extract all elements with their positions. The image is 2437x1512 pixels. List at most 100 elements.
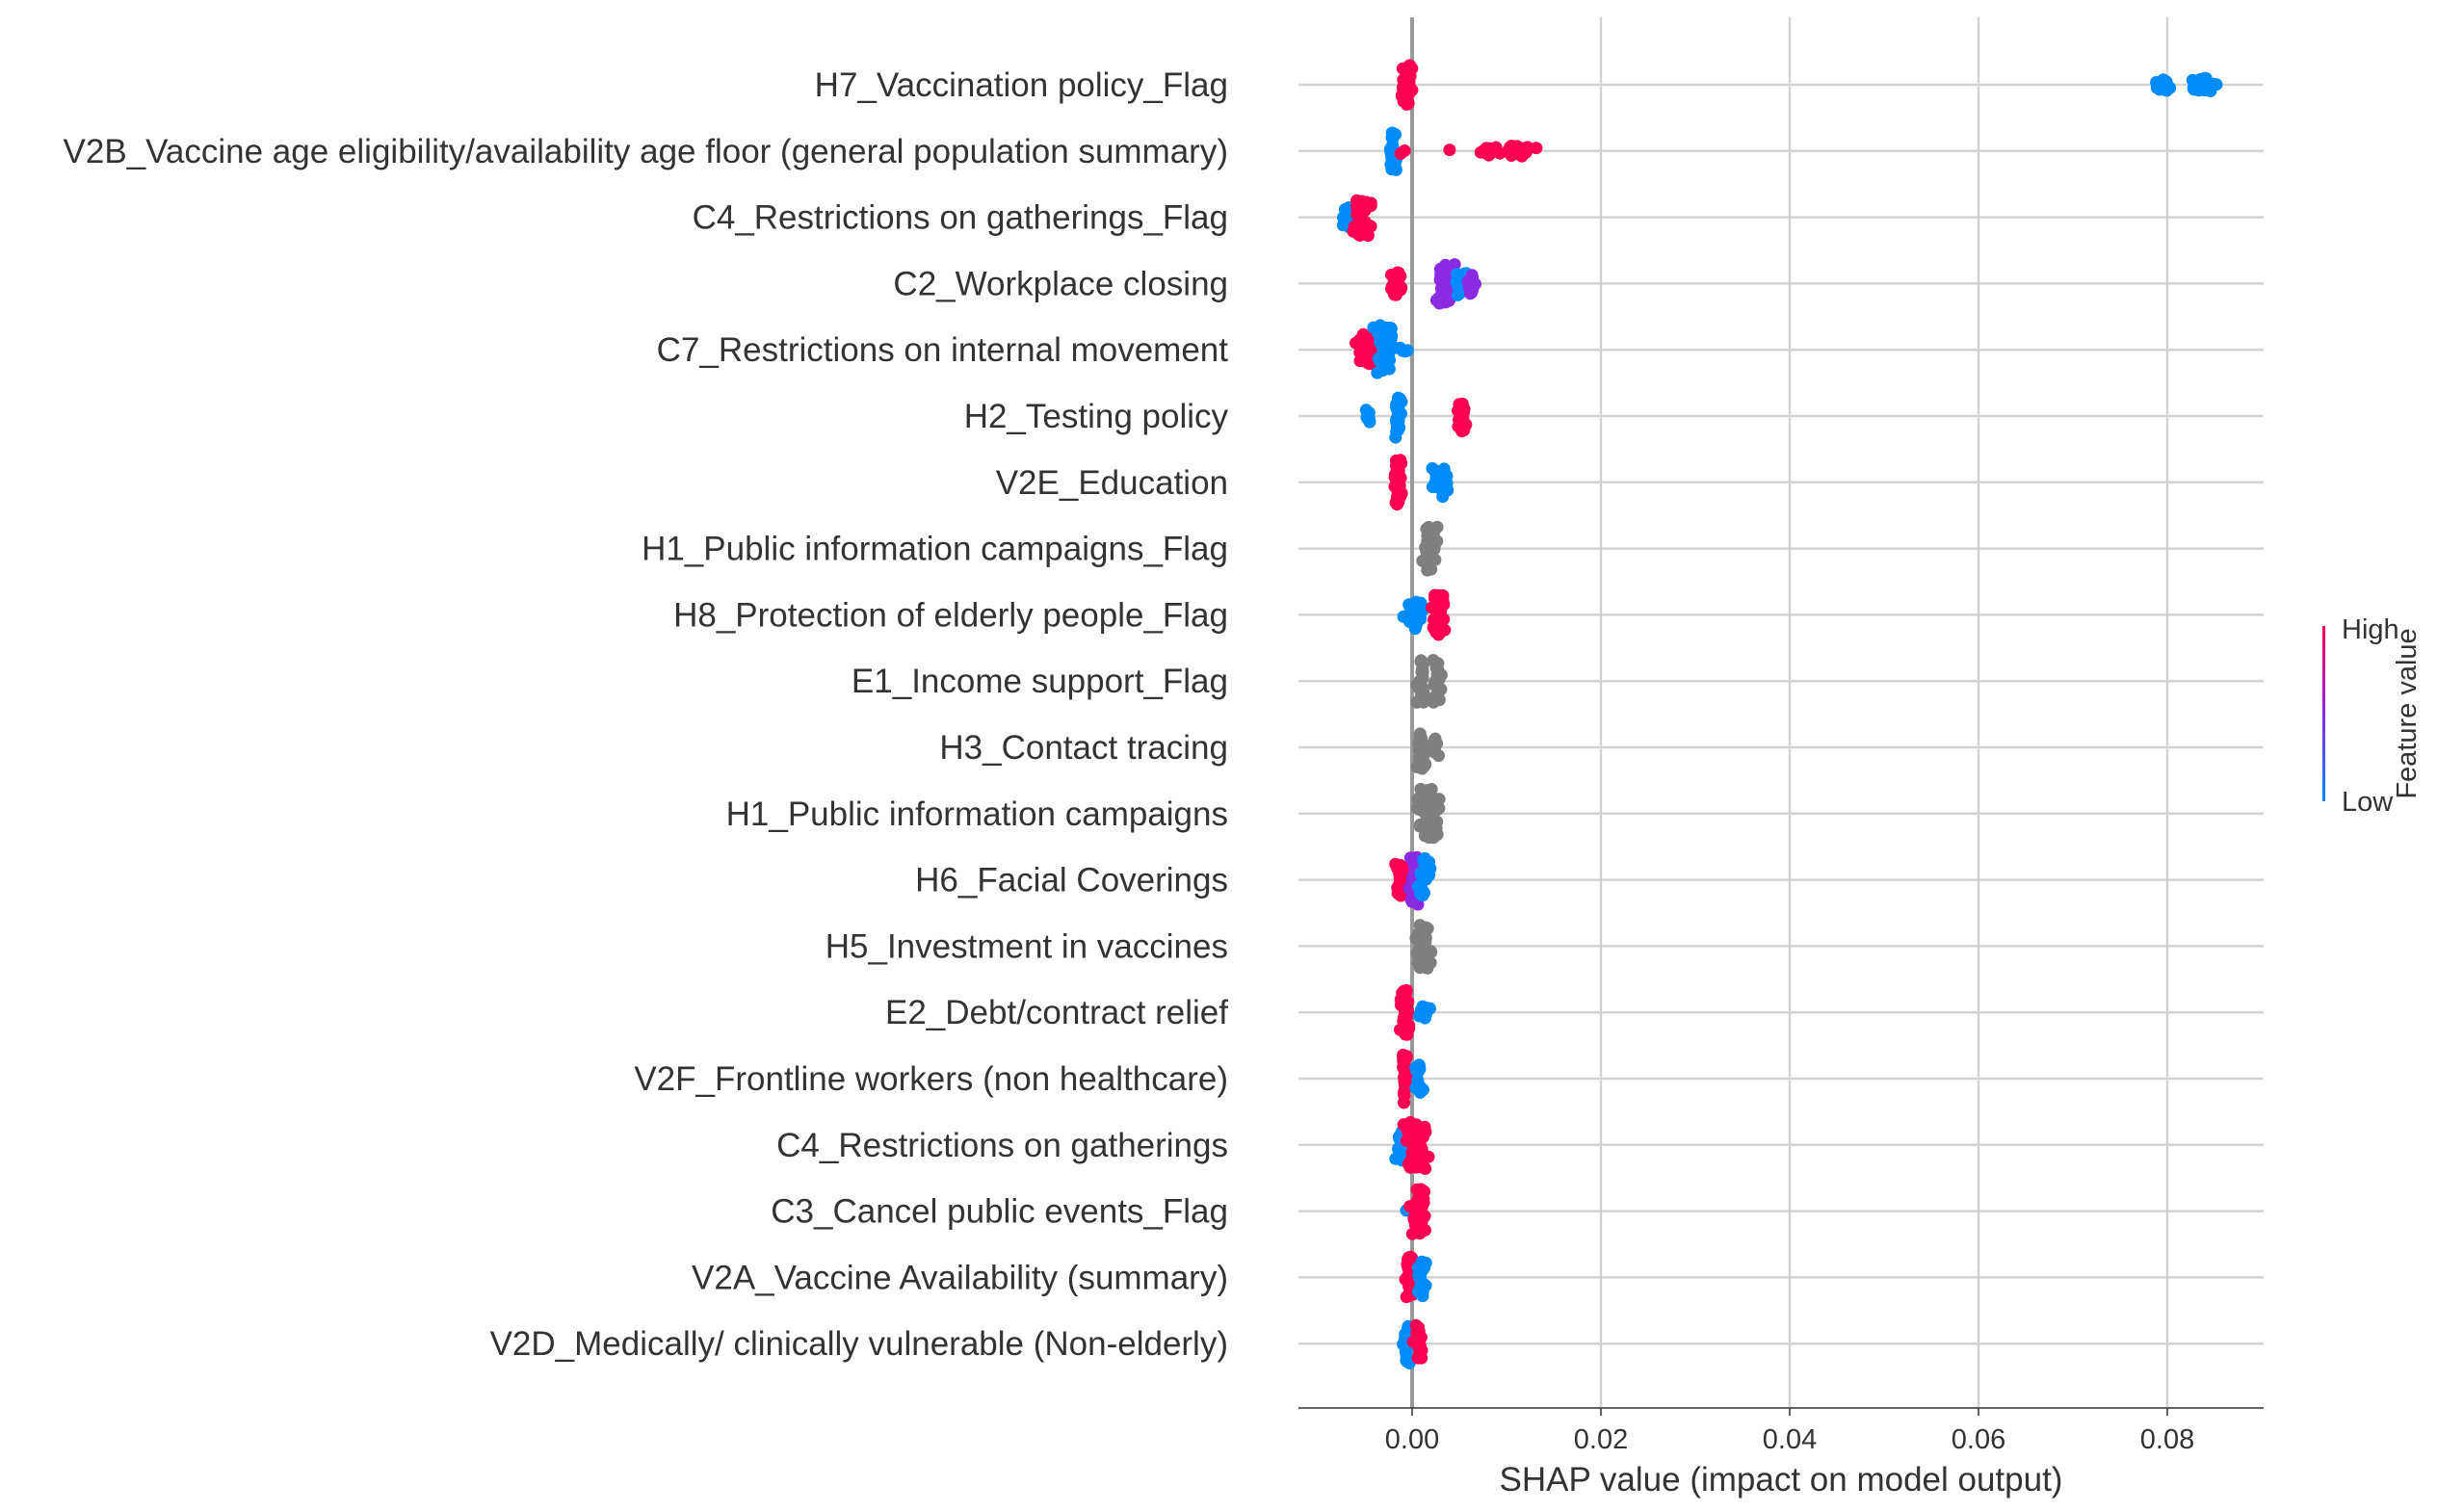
feature-label: H8_Protection of elderly people_Flag xyxy=(673,596,1228,634)
shap-point xyxy=(1421,823,1434,837)
shap-point xyxy=(1398,1096,1411,1109)
shap-point xyxy=(1383,353,1397,367)
shap-point xyxy=(2188,83,2201,96)
shap-point xyxy=(1410,695,1424,709)
x-tick-label: 0.04 xyxy=(1763,1424,1817,1455)
x-axis-title: SHAP value (impact on model output) xyxy=(1500,1461,2063,1499)
shap-point xyxy=(1461,274,1475,288)
feature-label: H7_Vaccination policy_Flag xyxy=(815,66,1228,104)
shap-point xyxy=(1530,142,1543,155)
shap-point xyxy=(1412,738,1426,751)
feature-label: V2E_Education xyxy=(996,464,1228,502)
shap-point xyxy=(1414,655,1428,668)
shap-point xyxy=(1417,1192,1430,1206)
shap-point xyxy=(1422,520,1435,534)
shap-point xyxy=(1394,489,1407,503)
feature-label: H6_Facial Coverings xyxy=(915,862,1228,899)
feature-label: C2_Workplace closing xyxy=(893,265,1228,302)
shap-point xyxy=(1414,596,1428,610)
shap-point xyxy=(1415,883,1428,897)
shap-point xyxy=(1393,872,1406,885)
shap-point xyxy=(1391,422,1404,435)
shap-point xyxy=(1399,88,1412,101)
shap-point xyxy=(1413,1349,1427,1363)
shap-point xyxy=(1416,1276,1429,1290)
colorbar-gradient xyxy=(2322,626,2325,801)
shap-point xyxy=(1443,143,1456,157)
shap-point xyxy=(1414,1288,1428,1301)
shap-point xyxy=(1398,1004,1411,1018)
shap-point xyxy=(1397,73,1410,87)
shap-point xyxy=(1400,1050,1413,1063)
feature-row-lines xyxy=(1298,83,2264,1345)
shap-point xyxy=(1395,456,1408,470)
shap-point xyxy=(1391,469,1404,482)
shap-point xyxy=(1390,401,1402,413)
feature-label: C3_Cancel public events_Flag xyxy=(771,1193,1228,1231)
shap-point xyxy=(1413,759,1427,772)
shap-point xyxy=(1412,1333,1426,1346)
feature-label: H3_Contact tracing xyxy=(939,729,1228,767)
shap-point xyxy=(1385,147,1398,161)
shap-point xyxy=(1416,1005,1429,1019)
feature-label: C4_Restrictions on gatherings_Flag xyxy=(693,199,1228,237)
shap-point xyxy=(1416,682,1429,695)
shap-point xyxy=(1419,954,1432,968)
feature-label: C4_Restrictions on gatherings xyxy=(776,1127,1228,1164)
shap-point xyxy=(1408,1138,1422,1152)
shap-point xyxy=(1415,665,1428,678)
x-tick-label: 0.02 xyxy=(1574,1424,1628,1455)
shap-point xyxy=(1372,352,1385,365)
colorbar-title: Feature value xyxy=(2392,628,2423,798)
shap-point xyxy=(1350,224,1364,238)
colorbar-low-label: Low xyxy=(2342,787,2394,818)
shap-point xyxy=(1419,786,1432,799)
shap-point xyxy=(1428,732,1442,745)
shap-point xyxy=(1482,148,1496,162)
shap-point xyxy=(1431,689,1445,701)
shap-point xyxy=(2210,78,2223,91)
feature-label: C7_Restrictions on internal movement xyxy=(657,331,1229,369)
shap-point xyxy=(1404,1250,1418,1264)
shap-point xyxy=(1416,1083,1429,1096)
x-tick-label: 0.06 xyxy=(1952,1424,2005,1455)
shap-point xyxy=(1403,62,1417,75)
shap-point xyxy=(1430,667,1444,681)
feature-label: H5_Investment in vaccines xyxy=(825,927,1228,965)
shap-point xyxy=(1426,481,1439,493)
shap-point xyxy=(1408,1204,1422,1217)
shap-point xyxy=(1434,262,1447,275)
shap-point xyxy=(1426,533,1439,546)
shap-point xyxy=(1408,1215,1422,1229)
shap-point xyxy=(1505,149,1518,162)
shap-point xyxy=(1400,1079,1413,1092)
feature-label: E1_Income support_Flag xyxy=(852,663,1228,700)
shap-point xyxy=(1403,851,1417,865)
shap-point xyxy=(1448,258,1461,272)
shap-point xyxy=(1420,943,1433,956)
shap-point xyxy=(2160,84,2173,97)
x-axis: 0.00 0.02 0.04 0.06 0.08 xyxy=(1298,1407,2264,1455)
shap-point xyxy=(1394,147,1407,160)
shap-point xyxy=(1454,423,1468,436)
shap-point xyxy=(1416,929,1429,943)
shap-point xyxy=(1408,1125,1422,1138)
shap-point xyxy=(1414,1160,1427,1174)
shap-point xyxy=(1453,398,1466,411)
shap-point xyxy=(1453,287,1466,300)
shap-point xyxy=(1406,605,1420,618)
colorbar-high-label: High xyxy=(2342,614,2399,645)
shap-points xyxy=(1336,59,2223,1369)
shap-point xyxy=(1429,294,1443,307)
shap-point xyxy=(1359,340,1373,353)
shap-point xyxy=(1420,873,1432,886)
shap-point xyxy=(1437,613,1451,626)
shap-point xyxy=(1436,593,1450,607)
x-tick-label: 0.08 xyxy=(2140,1424,2194,1455)
gridlines xyxy=(1599,17,2169,1408)
shap-point xyxy=(2157,73,2170,87)
shap-point xyxy=(1426,461,1439,475)
shap-point xyxy=(1425,744,1438,758)
